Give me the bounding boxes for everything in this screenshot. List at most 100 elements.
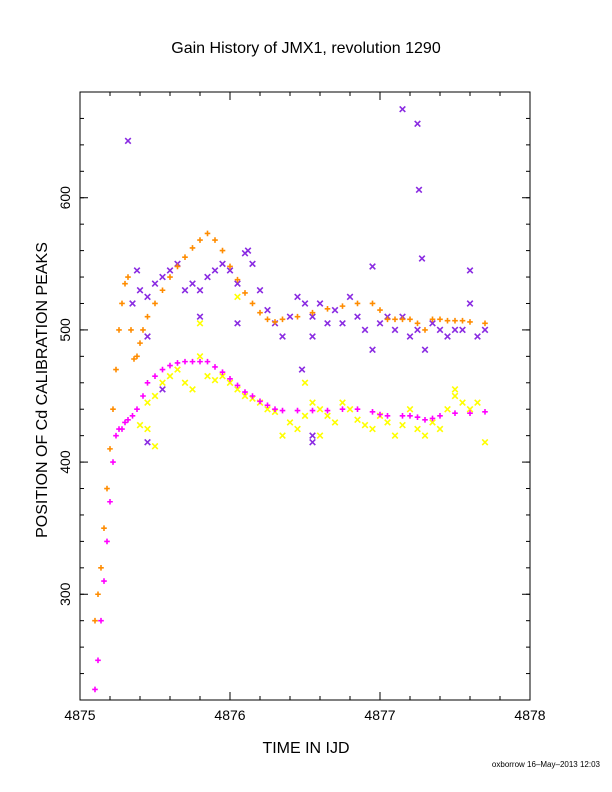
plus-marker: [167, 274, 173, 280]
plus-marker: [101, 525, 107, 531]
plus-marker: [459, 317, 466, 324]
plus-marker: [309, 407, 316, 414]
plus-marker: [407, 316, 413, 323]
cross-marker: [444, 405, 451, 413]
cross-marker: [144, 293, 151, 301]
cross-marker: [451, 326, 459, 334]
plus-marker: [399, 413, 406, 419]
cross-marker: [339, 399, 346, 406]
cross-marker: [196, 313, 204, 321]
cross-marker: [151, 442, 159, 450]
cross-marker: [466, 300, 474, 307]
plus-marker: [95, 657, 101, 664]
plus-marker: [95, 591, 101, 598]
plus-marker: [212, 237, 218, 243]
cross-marker: [219, 372, 226, 380]
plus-marker: [119, 300, 125, 307]
cross-marker: [189, 386, 196, 393]
cross-marker: [244, 247, 252, 254]
plus-marker: [119, 426, 125, 432]
plus-marker: [354, 406, 361, 413]
plus-marker: [437, 316, 443, 323]
plus-marker: [204, 230, 211, 237]
plus-marker: [444, 317, 451, 324]
cross-marker: [436, 425, 444, 433]
plus-marker: [137, 340, 143, 346]
plus-marker: [294, 313, 301, 320]
cross-marker: [234, 293, 241, 301]
cross-marker: [309, 313, 316, 321]
plus-marker: [204, 358, 211, 365]
cross-marker: [309, 432, 316, 440]
cross-marker: [459, 399, 466, 406]
cross-marker: [354, 416, 361, 424]
plus-marker: [182, 254, 188, 261]
plus-marker: [242, 389, 248, 395]
plus-marker: [279, 316, 286, 323]
cross-marker: [189, 280, 196, 288]
plus-marker: [257, 398, 263, 405]
cross-marker: [466, 267, 474, 274]
plus-marker: [101, 578, 107, 584]
cross-marker: [331, 306, 339, 314]
plus-marker: [392, 316, 398, 323]
plus-marker: [227, 376, 233, 382]
cross-marker: [418, 255, 426, 262]
cross-marker: [369, 346, 376, 354]
cross-marker: [264, 306, 271, 314]
plus-marker: [324, 305, 331, 312]
cross-marker: [309, 333, 316, 340]
cross-marker: [331, 419, 339, 426]
plus-marker: [134, 406, 140, 413]
cross-marker: [166, 372, 174, 380]
plus-marker: [219, 369, 226, 376]
cross-marker: [309, 438, 316, 446]
plus-marker: [452, 317, 458, 324]
plus-marker: [122, 419, 128, 426]
cross-marker: [369, 425, 376, 433]
cross-marker: [144, 438, 151, 446]
cross-marker: [226, 379, 234, 387]
cross-marker: [234, 319, 241, 327]
plus-marker: [339, 303, 346, 309]
plus-marker: [128, 327, 134, 333]
cross-marker: [451, 392, 459, 400]
plus-marker: [429, 316, 436, 323]
cross-marker: [414, 326, 421, 334]
plus-marker: [134, 353, 140, 360]
cross-marker: [136, 421, 144, 429]
cross-marker: [234, 280, 241, 288]
cross-marker: [226, 267, 234, 274]
cross-marker: [324, 319, 331, 327]
series-3: [92, 358, 488, 693]
cross-marker: [481, 438, 489, 446]
cross-marker: [406, 333, 414, 340]
cross-marker: [346, 405, 354, 413]
plus-marker: [125, 416, 131, 423]
cross-marker: [124, 137, 132, 145]
plus-marker: [234, 382, 241, 389]
y-tick-label: 600: [57, 186, 73, 210]
y-tick-label: 400: [57, 450, 73, 474]
plus-marker: [377, 411, 383, 418]
plus-marker: [264, 316, 271, 323]
plus-marker: [369, 300, 376, 307]
plus-marker: [159, 287, 166, 294]
plus-marker: [107, 498, 113, 505]
plus-marker: [354, 300, 361, 307]
cross-marker: [219, 260, 226, 268]
plus-marker: [339, 406, 346, 413]
data-points: [92, 105, 489, 693]
plus-marker: [189, 358, 196, 365]
plus-marker: [482, 320, 488, 327]
cross-marker: [444, 333, 451, 340]
cross-marker: [391, 326, 399, 334]
plus-marker: [234, 276, 241, 283]
cross-marker: [376, 319, 384, 327]
cross-marker: [181, 379, 189, 387]
plus-marker: [113, 366, 119, 373]
plus-marker: [104, 538, 110, 545]
cross-marker: [136, 286, 144, 294]
plus-marker: [414, 320, 421, 327]
plus-marker: [249, 300, 256, 307]
